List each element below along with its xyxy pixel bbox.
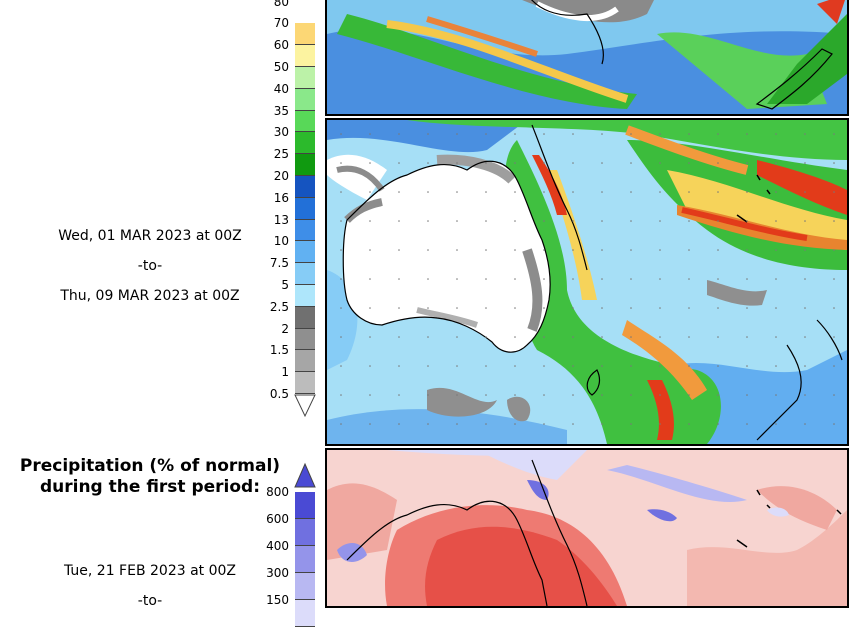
anomaly-colorbar-label: 400	[266, 539, 289, 553]
precip-colorbar-label: 50	[273, 60, 289, 74]
period1-separator: -to-	[137, 593, 163, 609]
precip-colorbar-cell	[295, 88, 315, 111]
anomaly-colorbar-label: 600	[266, 512, 289, 526]
precip-colorbar-label: 13	[273, 212, 289, 227]
precip-colorbar-cell	[295, 372, 315, 394]
precip-colorbar-cell	[295, 219, 315, 242]
precip-colorbar-label: 20	[273, 169, 289, 183]
precip-colorbar-cell	[295, 306, 315, 329]
precip-colorbar-cell	[295, 328, 315, 351]
precip-colorbar-label: 70	[273, 16, 289, 31]
anomaly-subtitle: during the first period:	[39, 477, 261, 497]
precip-colorbar-cell	[295, 241, 315, 264]
precip-colorbar-cell	[295, 132, 315, 155]
precip-colorbar-cell	[295, 23, 315, 46]
anomaly-colorbar-max-arrow	[294, 462, 316, 488]
precip-colorbar-cell	[295, 197, 315, 220]
anomaly-colorbar-cell	[295, 546, 315, 573]
precip-colorbar-cell	[295, 263, 315, 285]
precip-colorbar-label: 16	[273, 190, 289, 205]
precip-colorbar-label: 30	[273, 125, 289, 140]
precip-colorbar-cell	[295, 176, 315, 198]
anomaly-title: Precipitation (% of normal)	[19, 456, 281, 476]
map-panel-percent-of-normal[interactable]	[325, 448, 849, 608]
precip-colorbar-cell	[295, 110, 315, 133]
anomaly-colorbar-cell	[295, 492, 315, 519]
period2-start-date: Wed, 01 MAR 2023 at 00Z	[58, 228, 242, 244]
precip-colorbar-cell	[295, 67, 315, 89]
anomaly-colorbar-label: 800	[266, 485, 289, 499]
precip-colorbar-cell	[295, 154, 315, 176]
period2-end-date: Thu, 09 MAR 2023 at 00Z	[60, 288, 240, 304]
anomaly-colorbar-cell	[295, 519, 315, 546]
period1-start-date: Tue, 21 FEB 2023 at 00Z	[63, 563, 237, 579]
map-panel-precipitation-total[interactable]	[325, 118, 849, 446]
precip-colorbar-label: 80	[273, 0, 289, 9]
precip-colorbar-label: 25	[273, 147, 289, 162]
period2-separator: -to-	[137, 258, 163, 274]
precip-colorbar-label: 10	[273, 234, 289, 249]
precip-colorbar-label: 5	[281, 278, 289, 292]
precip-colorbar-label: 1	[281, 365, 289, 380]
map-panel-top[interactable]	[325, 0, 849, 116]
precip-colorbar-label: 40	[273, 81, 289, 96]
precip-colorbar-cell	[295, 350, 315, 373]
precip-colorbar-label: 35	[273, 103, 289, 118]
precip-colorbar-label: 0.5	[269, 387, 289, 401]
precip-colorbar-label: 1.5	[269, 343, 289, 358]
anomaly-colorbar-label: 300	[266, 566, 289, 580]
precip-colorbar-label: 7.5	[269, 256, 289, 271]
precip-colorbar-cell	[295, 45, 315, 67]
precip-colorbar-label: 2.5	[269, 299, 289, 314]
precipitation-colorbar	[295, 0, 315, 394]
colorbar-min-arrow	[294, 394, 316, 418]
precip-colorbar-label: 2	[281, 321, 289, 336]
precip-colorbar-label: 60	[273, 38, 289, 53]
precip-colorbar-cell	[295, 285, 315, 307]
